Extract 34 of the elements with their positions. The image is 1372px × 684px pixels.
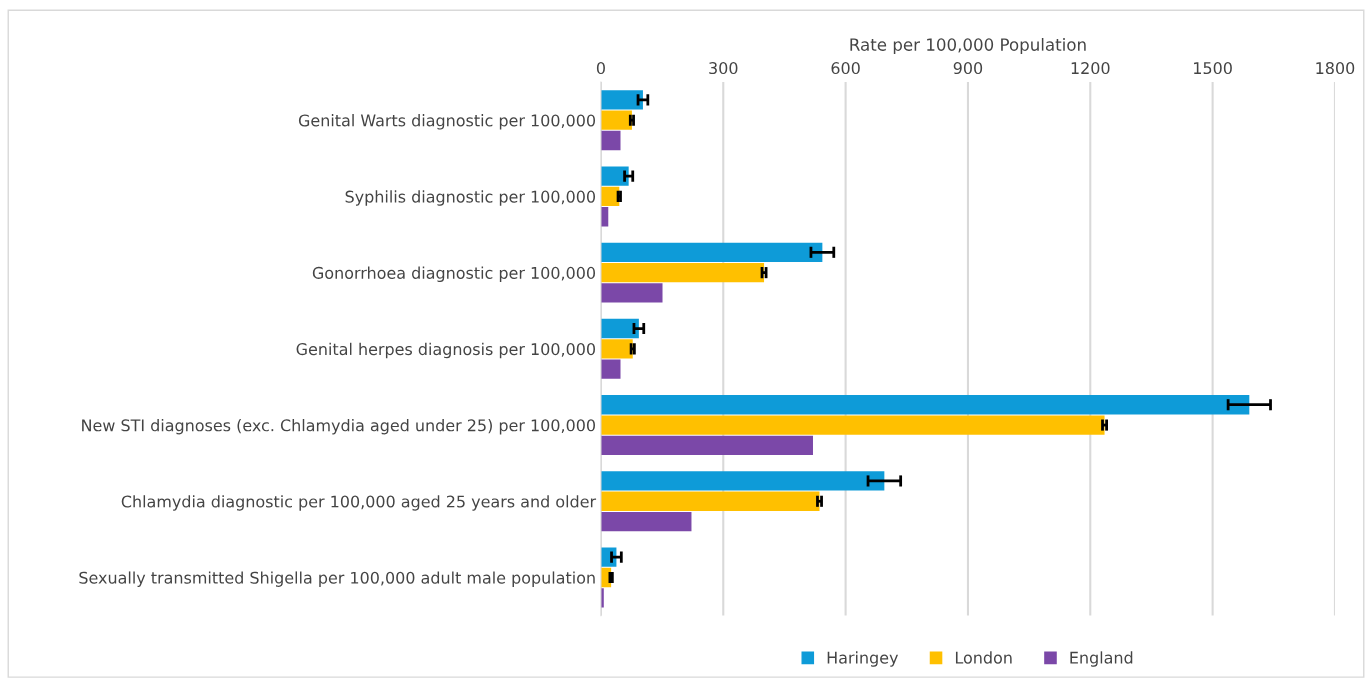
y-tick-label: Gonorrhoea diagnostic per 100,000 <box>312 266 596 283</box>
bar <box>600 283 663 303</box>
bar <box>600 242 823 262</box>
bar <box>600 130 621 151</box>
x-tick-label: 1500 <box>1194 62 1232 75</box>
legend-label: Haringey <box>827 651 899 667</box>
bar <box>600 90 643 110</box>
x-axis-title: Rate per 100,000 Population <box>850 37 1086 55</box>
bar <box>600 415 1105 435</box>
bar <box>600 471 885 491</box>
bar <box>600 166 629 186</box>
bar <box>600 339 633 359</box>
y-tick-label: Genital Warts diagnostic per 100,000 <box>298 114 596 130</box>
y-tick-label: Sexually transmitted Shigella per 100,000 adult male population <box>79 571 595 587</box>
x-tick-label: 300 <box>709 62 738 75</box>
x-tick-label: 0 <box>596 62 605 75</box>
x-tick-label: 1200 <box>1071 62 1110 75</box>
bar <box>600 359 621 379</box>
x-tick-label: 600 <box>831 62 860 75</box>
legend-label: England <box>1070 651 1133 667</box>
bar <box>600 435 813 456</box>
y-tick-label: New STI diagnoses (exc. Chlamydia aged under 25) per 100,000 <box>82 418 596 435</box>
bar <box>600 262 765 283</box>
legend-label: London <box>955 651 1012 664</box>
x-tick-label: 1800 <box>1316 62 1355 75</box>
bar <box>600 511 692 532</box>
x-tick-label: 900 <box>953 62 983 75</box>
bar <box>600 318 639 339</box>
y-tick-label: Chlamydia diagnostic per 100,000 aged 25 years and older <box>121 495 597 511</box>
bar <box>600 491 820 511</box>
y-tick-label: Syphilis diagnostic per 100,000 <box>345 190 596 206</box>
bar <box>600 110 632 130</box>
bar <box>600 395 1250 415</box>
y-tick-label: Genital herpes diagnosis per 100,000 <box>296 342 596 359</box>
